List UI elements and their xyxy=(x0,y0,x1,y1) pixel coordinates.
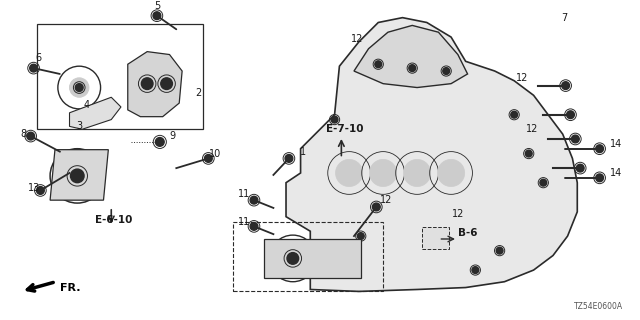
Text: E-7-10: E-7-10 xyxy=(326,124,363,134)
Bar xyxy=(232,221,383,292)
Circle shape xyxy=(204,155,212,162)
Circle shape xyxy=(443,68,450,75)
Polygon shape xyxy=(128,52,182,117)
Circle shape xyxy=(511,111,518,118)
Text: FR.: FR. xyxy=(60,283,80,292)
Text: 9: 9 xyxy=(170,131,175,141)
Circle shape xyxy=(287,252,299,264)
Circle shape xyxy=(70,169,84,183)
Circle shape xyxy=(572,135,579,143)
Circle shape xyxy=(596,145,604,153)
Circle shape xyxy=(36,187,44,194)
Circle shape xyxy=(496,247,503,254)
Circle shape xyxy=(369,159,397,187)
Text: 12: 12 xyxy=(351,34,363,44)
Circle shape xyxy=(76,84,83,92)
Circle shape xyxy=(29,64,38,72)
Text: 6: 6 xyxy=(35,53,42,63)
Circle shape xyxy=(335,159,363,187)
Bar xyxy=(422,227,449,249)
Text: 13: 13 xyxy=(28,182,40,193)
Text: B-6: B-6 xyxy=(458,228,477,238)
Circle shape xyxy=(153,12,161,20)
Polygon shape xyxy=(286,18,577,292)
Text: 12: 12 xyxy=(525,124,538,134)
Circle shape xyxy=(562,82,570,90)
Text: 7: 7 xyxy=(561,12,568,23)
Circle shape xyxy=(27,132,35,140)
Polygon shape xyxy=(50,150,108,200)
Text: 8: 8 xyxy=(21,129,27,139)
Text: 12: 12 xyxy=(452,209,464,219)
Text: 11: 11 xyxy=(238,189,250,199)
Circle shape xyxy=(285,155,293,162)
Circle shape xyxy=(525,150,532,157)
Text: 14: 14 xyxy=(610,139,622,149)
Circle shape xyxy=(250,222,258,230)
Circle shape xyxy=(70,78,89,97)
Circle shape xyxy=(596,174,604,182)
Text: 4: 4 xyxy=(84,100,90,110)
Circle shape xyxy=(472,267,479,274)
Circle shape xyxy=(156,138,164,146)
Circle shape xyxy=(357,233,364,239)
Text: 14: 14 xyxy=(610,168,622,178)
Circle shape xyxy=(403,159,431,187)
Circle shape xyxy=(375,61,381,68)
Text: TZ54E0600A: TZ54E0600A xyxy=(574,302,623,311)
Text: 12: 12 xyxy=(380,195,392,205)
Circle shape xyxy=(438,159,465,187)
Text: 5: 5 xyxy=(154,1,160,11)
Circle shape xyxy=(540,179,547,186)
Text: 3: 3 xyxy=(76,121,83,132)
Text: 1: 1 xyxy=(300,147,305,156)
Text: E-6-10: E-6-10 xyxy=(95,215,133,225)
Circle shape xyxy=(250,196,258,204)
Circle shape xyxy=(331,116,338,123)
Text: 12: 12 xyxy=(516,73,528,83)
Circle shape xyxy=(141,78,153,90)
Polygon shape xyxy=(70,97,121,129)
Circle shape xyxy=(409,65,415,72)
Text: 10: 10 xyxy=(209,148,221,159)
Polygon shape xyxy=(354,25,468,88)
Circle shape xyxy=(576,164,584,172)
Text: 2: 2 xyxy=(195,88,202,98)
Circle shape xyxy=(161,78,172,90)
Circle shape xyxy=(372,203,380,211)
Text: 11: 11 xyxy=(238,217,250,227)
Bar xyxy=(36,24,204,129)
Circle shape xyxy=(566,111,574,119)
Polygon shape xyxy=(264,239,361,278)
